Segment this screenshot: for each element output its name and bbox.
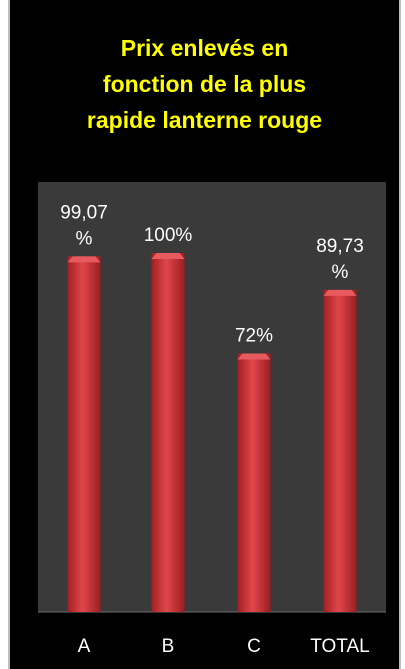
- bar-a: [67, 256, 101, 612]
- chart-title-line-1: Prix enlevés en: [120, 35, 289, 61]
- data-label-a-line-2: %: [76, 228, 93, 249]
- bar-b: [151, 253, 185, 612]
- data-label-c-line-1: 72%: [235, 326, 273, 347]
- data-label-a-line-1: 99,07: [60, 202, 108, 223]
- x-tick-label-a: A: [78, 636, 91, 657]
- bar-cap-c: [237, 353, 271, 360]
- x-tick-label-c: C: [247, 636, 261, 657]
- bar-c: [237, 353, 271, 612]
- x-tick-label-b: B: [162, 636, 175, 657]
- data-label-total-line-1: 89,73: [316, 236, 364, 257]
- bar-cap-total: [323, 289, 357, 296]
- bar-total: [323, 289, 357, 612]
- data-label-total-line-2: %: [332, 262, 349, 283]
- data-label-b-line-1: 100%: [144, 225, 193, 246]
- chart-title: Prix enlevés en fonction de la plus rapi…: [10, 30, 399, 138]
- bar-cap-a: [67, 256, 101, 263]
- x-tick-label-total: TOTAL: [310, 636, 369, 657]
- chart-title-line-2: fonction de la plus: [102, 71, 307, 97]
- bar-cap-b: [151, 253, 185, 259]
- chart-title-line-3: rapide lanterne rouge: [86, 107, 323, 133]
